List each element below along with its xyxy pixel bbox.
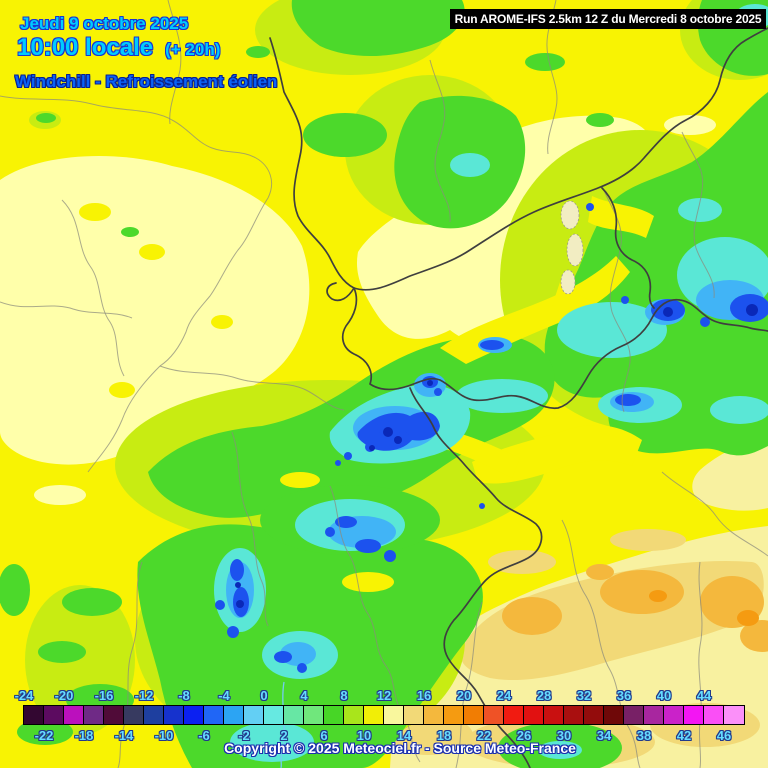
colorbar-cell (284, 706, 304, 724)
colorbar-cells (23, 705, 745, 725)
colorbar-label: 6 (320, 728, 328, 743)
map-country-borders (269, 27, 768, 768)
colorbar-cell (704, 706, 724, 724)
map-glacier-outlines (560, 200, 584, 295)
run-banner-label: Run AROME-IFS 2.5km 12 Z du Mercredi 8 o… (454, 12, 762, 26)
colorbar-cell (244, 706, 264, 724)
colorbar-label: -14 (114, 728, 134, 743)
colorbar-cell (204, 706, 224, 724)
colorbar-cell (384, 706, 404, 724)
colorbar-label: -16 (94, 688, 114, 703)
colorbar-cell (664, 706, 684, 724)
colorbar-label: 2 (280, 728, 288, 743)
colorbar-label: -20 (54, 688, 74, 703)
colorbar-cell (364, 706, 384, 724)
colorbar: -24 -20 -16 -12 -8 -4 0 4 8 12 16 20 24 28 32 36 40 44 -2… (15, 688, 745, 750)
colorbar-cell (104, 706, 124, 724)
colorbar-label: 36 (616, 688, 632, 703)
colorbar-cell (644, 706, 664, 724)
colorbar-label: -12 (134, 688, 154, 703)
colorbar-cell (424, 706, 444, 724)
colorbar-label: 44 (696, 688, 712, 703)
colorbar-label: -10 (154, 728, 174, 743)
colorbar-label: 0 (260, 688, 268, 703)
parameter-label: Windchill - Refroissement éolien (15, 72, 278, 91)
colorbar-cell (324, 706, 344, 724)
map-navy-peaks (235, 304, 758, 608)
colorbar-label: 30 (556, 728, 572, 743)
forecast-offset-label: (+ 20h) (165, 40, 221, 59)
colorbar-label: -24 (14, 688, 34, 703)
colorbar-cell (724, 706, 744, 724)
colorbar-label: 40 (656, 688, 672, 703)
colorbar-label: 20 (456, 688, 472, 703)
colorbar-cell (444, 706, 464, 724)
map-river-line (280, 681, 285, 768)
colorbar-label: 12 (376, 688, 392, 703)
colorbar-label: 32 (576, 688, 592, 703)
colorbar-cell (604, 706, 624, 724)
colorbar-cell (44, 706, 64, 724)
colorbar-label: -8 (178, 688, 190, 703)
colorbar-label: -4 (218, 688, 230, 703)
colorbar-cell (624, 706, 644, 724)
colorbar-label: -6 (198, 728, 210, 743)
colorbar-label: 16 (416, 688, 432, 703)
colorbar-label: 34 (596, 728, 612, 743)
colorbar-label: 28 (536, 688, 552, 703)
colorbar-label: 18 (436, 728, 452, 743)
colorbar-label: 42 (676, 728, 692, 743)
colorbar-cell (544, 706, 564, 724)
colorbar-cell (164, 706, 184, 724)
colorbar-cell (344, 706, 364, 724)
run-banner: Run AROME-IFS 2.5km 12 Z du Mercredi 8 o… (450, 9, 766, 29)
time-label: 10:00 locale (17, 34, 154, 61)
colorbar-cell (404, 706, 424, 724)
colorbar-cell (484, 706, 504, 724)
colorbar-cell (584, 706, 604, 724)
colorbar-label: 14 (396, 728, 412, 743)
colorbar-label: 4 (300, 688, 308, 703)
colorbar-cell (504, 706, 524, 724)
colorbar-cell (64, 706, 84, 724)
time-row: 10:00 locale (+ 20h) (17, 34, 220, 62)
copyright-label: Copyright © 2025 Meteociel.fr - Source M… (224, 740, 576, 756)
colorbar-cell (124, 706, 144, 724)
colorbar-cell (564, 706, 584, 724)
colorbar-label: -2 (238, 728, 250, 743)
colorbar-label: 26 (516, 728, 532, 743)
colorbar-label: 46 (716, 728, 732, 743)
colorbar-cell (84, 706, 104, 724)
colorbar-cell (684, 706, 704, 724)
colorbar-top-labels: -24 -20 -16 -12 -8 -4 0 4 8 12 16 20 24 28 32 36 40 44 (15, 688, 744, 703)
colorbar-cell (464, 706, 484, 724)
colorbar-label: -18 (74, 728, 94, 743)
colorbar-label: 22 (476, 728, 492, 743)
colorbar-label: 24 (496, 688, 512, 703)
colorbar-cell (24, 706, 44, 724)
colorbar-label: -22 (34, 728, 54, 743)
colorbar-cell (224, 706, 244, 724)
colorbar-cell (304, 706, 324, 724)
date-label: Jeudi 9 octobre 2025 (20, 14, 189, 33)
colorbar-label: 10 (356, 728, 372, 743)
colorbar-cell (184, 706, 204, 724)
colorbar-cell (144, 706, 164, 724)
colorbar-label: 38 (636, 728, 652, 743)
colorbar-cell (264, 706, 284, 724)
colorbar-bottom-labels: -22 -18 -14 -10 -6 -2 2 6 10 14 18 22 26 30 34 38 42 46 (24, 728, 744, 743)
colorbar-label: 8 (340, 688, 348, 703)
colorbar-cell (524, 706, 544, 724)
